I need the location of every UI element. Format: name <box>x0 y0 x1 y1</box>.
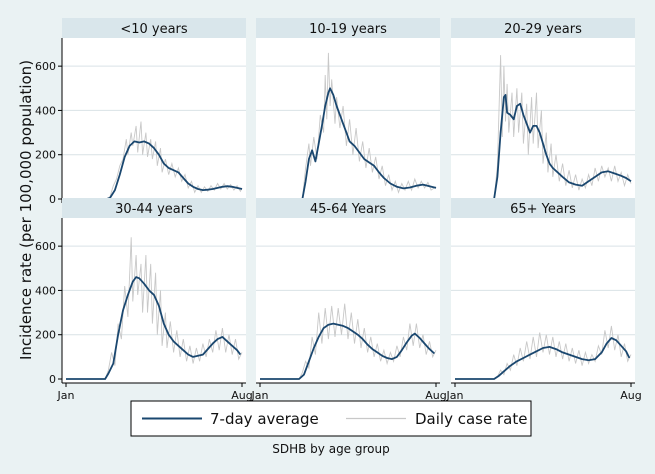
x-tick-label: Jan <box>57 389 75 402</box>
panel: 10-19 years <box>256 18 440 203</box>
series-7-day-average <box>66 140 243 200</box>
series-7-day-average <box>455 94 632 200</box>
panel-plot-area <box>451 38 635 203</box>
series-daily-case-rate <box>260 303 437 380</box>
legend: 7-day average Daily case rate <box>130 400 532 437</box>
y-axis-label: Incidence rate (per 100,000 population) <box>17 60 35 360</box>
panel-strip <box>256 18 440 38</box>
y-tick-label: 200 <box>35 149 56 162</box>
x-tick-label: Aug <box>425 389 446 402</box>
panel: <10 years 0 200 400 600 <box>35 18 246 206</box>
panel-title: 45-64 Years <box>310 202 386 217</box>
panel-title: 65+ Years <box>510 202 576 217</box>
legend-label-avg: 7-day average <box>210 410 319 428</box>
panel-strip <box>451 18 635 38</box>
panel: 65+ Years Jan Aug <box>446 198 642 402</box>
chart-note: SDHB by age group <box>272 442 389 456</box>
y-tick-label: 0 <box>49 373 56 386</box>
panel-title: <10 years <box>120 22 188 37</box>
panel-strip <box>451 198 635 218</box>
panel-title: 20-29 years <box>504 22 582 37</box>
y-tick-label: 400 <box>35 104 56 117</box>
legend-label-daily: Daily case rate <box>415 410 527 428</box>
panel-strip <box>62 18 246 38</box>
y-tick-label: 0 <box>49 193 56 206</box>
series-daily-case-rate <box>455 55 632 200</box>
panel: 20-29 years <box>451 18 635 203</box>
x-tick-label: Aug <box>620 389 641 402</box>
y-tick-label: 200 <box>35 329 56 342</box>
series-7-day-average <box>66 276 242 380</box>
y-tick-label: 400 <box>35 284 56 297</box>
panel: 45-64 Years Jan Aug <box>251 198 447 402</box>
panels-layer: <10 years 0 200 400 600 10-19 years 20-29 year… <box>35 18 642 402</box>
panel-plot-area <box>256 218 440 383</box>
panel-plot-area <box>62 38 246 203</box>
panel-strip <box>62 198 246 218</box>
panel: 30-44 years 0 200 400 600 Jan Aug <box>35 198 253 402</box>
panel-plot-area <box>256 38 440 203</box>
x-tick-label: Jan <box>251 389 269 402</box>
series-7-day-average <box>260 322 436 380</box>
panel-title: 30-44 years <box>115 202 193 217</box>
y-tick-label: 600 <box>35 240 56 253</box>
series-daily-case-rate <box>455 325 632 380</box>
x-tick-label: Jan <box>446 389 464 402</box>
series-7-day-average <box>455 337 631 380</box>
x-tick-label: Aug <box>231 389 252 402</box>
panel-strip <box>256 198 440 218</box>
y-tick-label: 600 <box>35 60 56 73</box>
series-7-day-average <box>260 87 437 200</box>
panel-title: 10-19 years <box>309 22 387 37</box>
panel-plot-area <box>451 218 635 383</box>
